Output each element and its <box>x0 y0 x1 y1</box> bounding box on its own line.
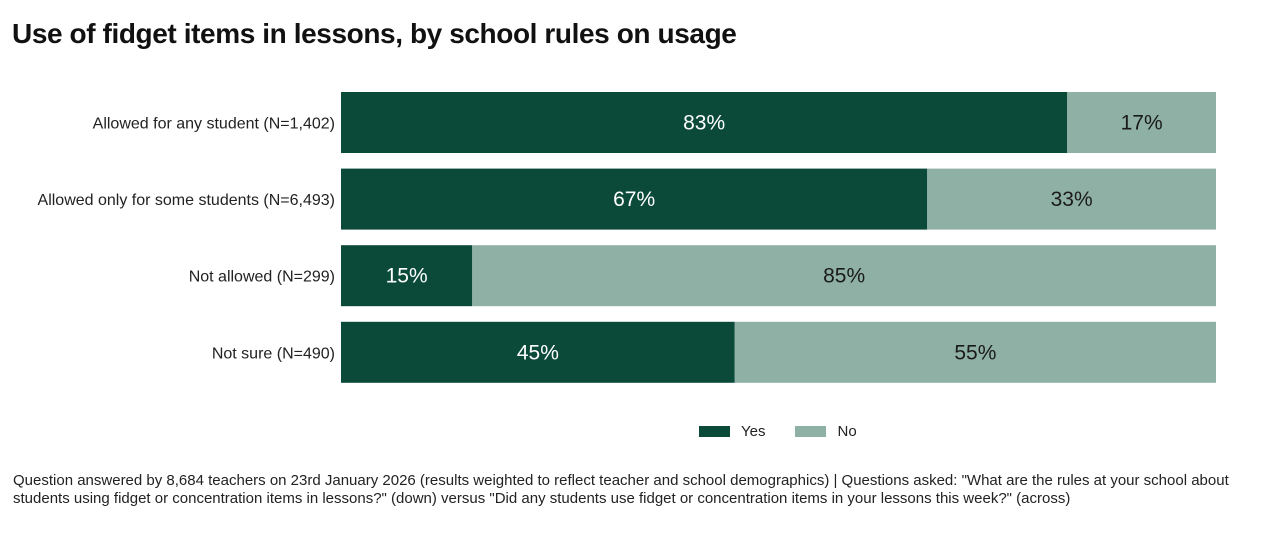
data-label-yes: 83% <box>683 112 725 135</box>
bar-no <box>734 321 1216 383</box>
data-label-yes: 15% <box>386 265 428 288</box>
legend-item-yes: Yes <box>699 423 765 440</box>
data-label-no: 33% <box>1051 188 1093 211</box>
data-label-yes: 67% <box>613 188 655 211</box>
category-label: Not allowed (N=299) <box>189 269 335 286</box>
footnote: Question answered by 8,684 teachers on 2… <box>13 472 1229 507</box>
bar-yes <box>341 321 735 383</box>
data-label-no: 85% <box>823 265 865 288</box>
legend-swatch-no <box>795 426 827 437</box>
bar-no <box>1067 92 1216 153</box>
legend-item-no: No <box>795 423 857 440</box>
bar-yes <box>341 168 928 230</box>
data-label-no: 55% <box>954 341 996 364</box>
legend-label-no: No <box>837 423 857 440</box>
legend: Yes No <box>699 423 887 440</box>
bar-yes <box>341 92 1068 153</box>
category-label: Allowed only for some students (N=6,493) <box>38 192 335 209</box>
chart-title: Use of fidget items in lessons, by schoo… <box>12 18 737 49</box>
bar-no <box>472 245 1216 307</box>
stacked-bar-chart: Allowed for any student (N=1,402) 83% 17% A… <box>38 92 1216 383</box>
legend-swatch-yes <box>699 426 730 437</box>
category-label: Allowed for any student (N=1,402) <box>93 116 335 133</box>
category-label: Not sure (N=490) <box>212 345 335 362</box>
data-label-no: 17% <box>1121 112 1163 135</box>
legend-label-yes: Yes <box>741 423 766 440</box>
bar-yes <box>341 245 473 307</box>
data-label-yes: 45% <box>517 341 559 364</box>
bar-no <box>927 168 1216 230</box>
